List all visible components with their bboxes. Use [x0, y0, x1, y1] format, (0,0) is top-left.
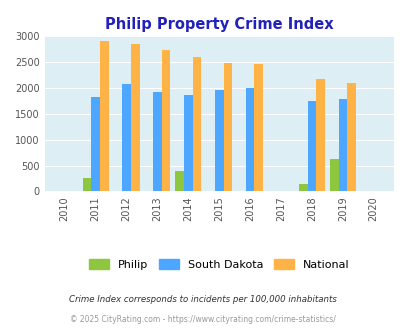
Bar — [183, 95, 192, 191]
Bar — [192, 57, 201, 191]
Bar — [161, 50, 170, 191]
Bar — [214, 90, 223, 191]
Bar — [175, 171, 183, 191]
Bar — [254, 64, 262, 191]
Bar — [329, 159, 338, 191]
Title: Philip Property Crime Index: Philip Property Crime Index — [104, 17, 333, 32]
Bar — [223, 63, 232, 191]
Bar — [153, 92, 161, 191]
Bar — [91, 97, 100, 191]
Bar — [122, 84, 130, 191]
Legend: Philip, South Dakota, National: Philip, South Dakota, National — [85, 256, 352, 273]
Bar — [298, 184, 307, 191]
Bar — [315, 79, 324, 191]
Bar — [83, 179, 91, 191]
Bar — [338, 99, 346, 191]
Bar — [100, 42, 109, 191]
Bar — [307, 101, 315, 191]
Text: © 2025 CityRating.com - https://www.cityrating.com/crime-statistics/: © 2025 CityRating.com - https://www.city… — [70, 315, 335, 324]
Bar — [346, 83, 355, 191]
Text: Crime Index corresponds to incidents per 100,000 inhabitants: Crime Index corresponds to incidents per… — [69, 295, 336, 304]
Bar — [130, 44, 139, 191]
Bar — [245, 88, 254, 191]
